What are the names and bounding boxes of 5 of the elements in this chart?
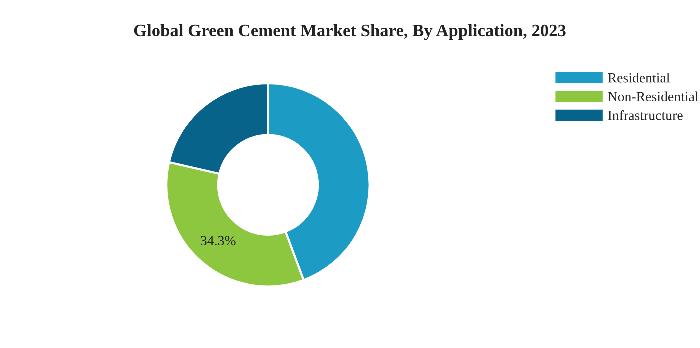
chart-title: Global Green Cement Market Share, By Application, 2023 — [134, 24, 566, 40]
data-label: 34.3% — [201, 236, 236, 246]
legend-label: Residential — [608, 72, 670, 83]
legend-label: Infrastructure — [608, 110, 683, 120]
legend-label: Non-Residential — [608, 92, 699, 102]
